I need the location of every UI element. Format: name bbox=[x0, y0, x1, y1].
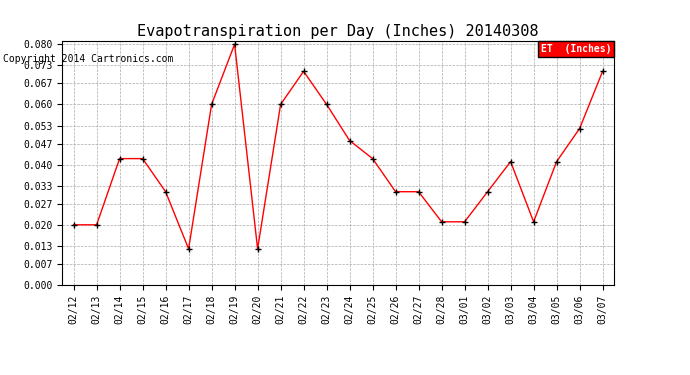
Text: ET  (Inches): ET (Inches) bbox=[541, 44, 611, 54]
Text: Copyright 2014 Cartronics.com: Copyright 2014 Cartronics.com bbox=[3, 54, 174, 64]
Title: Evapotranspiration per Day (Inches) 20140308: Evapotranspiration per Day (Inches) 2014… bbox=[137, 24, 539, 39]
